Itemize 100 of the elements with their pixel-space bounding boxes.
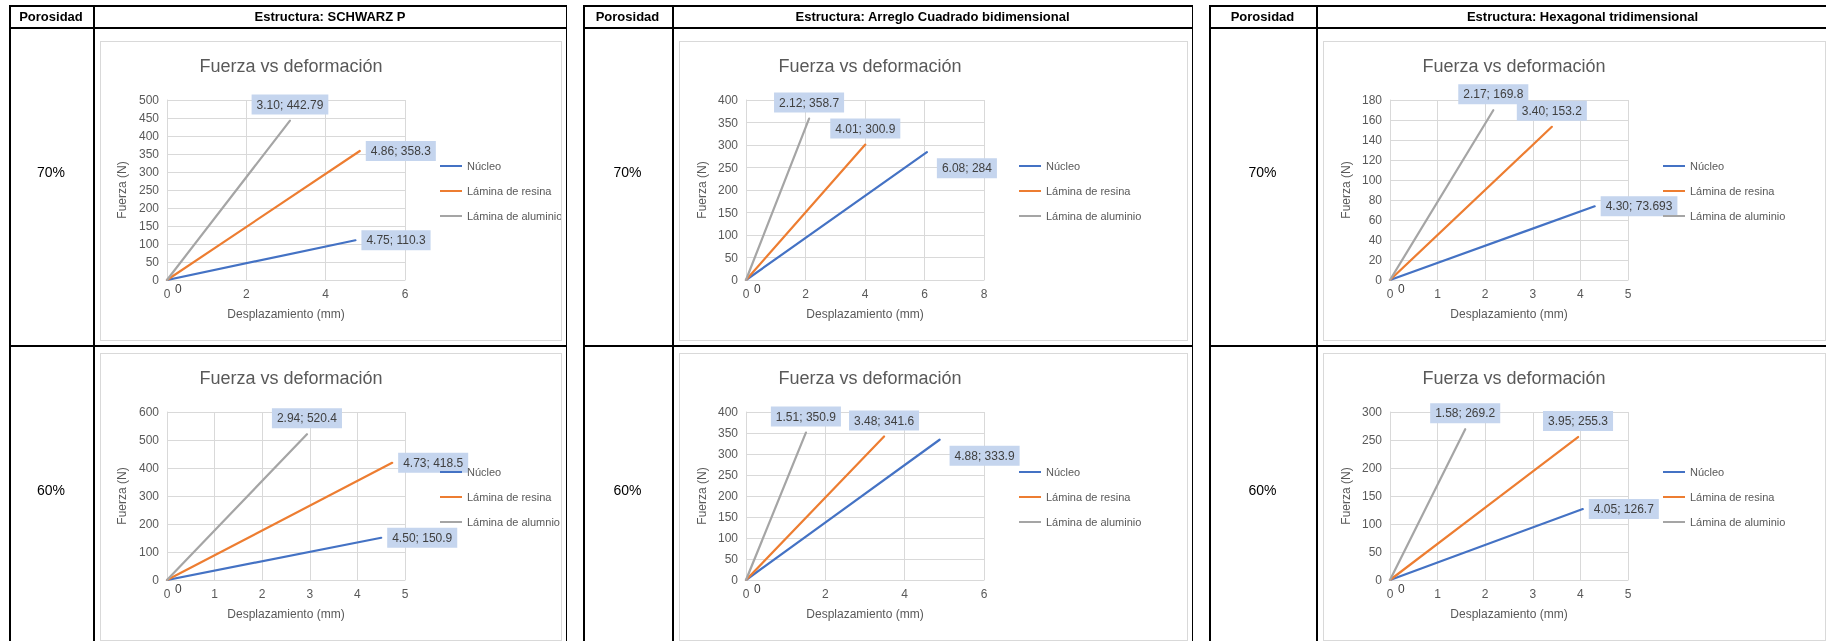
legend-label: Núcleo: [1046, 160, 1081, 172]
x-tick-label: 4: [1577, 587, 1585, 601]
y-tick-label: 400: [138, 461, 160, 475]
text: Porosidad: [1230, 8, 1295, 24]
y-tick-label: 100: [717, 531, 739, 545]
y-tick-label: 400: [138, 129, 160, 143]
y-tick-label: 200: [717, 183, 739, 197]
chart-title: Fuerza vs deformación: [1422, 56, 1606, 76]
y-tick-label: 150: [1361, 489, 1383, 503]
legend-label: Lámina de resina: [1690, 491, 1776, 503]
y-axis-title: Fuerza (N): [115, 467, 130, 525]
text: 60%: [1248, 482, 1277, 498]
legend-label: Núcleo: [1046, 466, 1081, 478]
x-tick-label: 0: [163, 587, 171, 601]
x-tick-label: 5: [401, 587, 409, 601]
legend-label: Lámina de resina: [467, 491, 553, 503]
y-tick-label: 300: [1361, 405, 1383, 419]
y-axis-title: Fuerza (N): [1339, 467, 1353, 525]
text: 60%: [613, 482, 642, 498]
y-tick-label: 400: [717, 93, 739, 107]
y-tick-label: 250: [717, 468, 739, 482]
chart-title: Fuerza vs deformación: [199, 56, 383, 76]
y-tick-label: 400: [717, 405, 739, 419]
y-tick-label: 100: [717, 228, 739, 242]
data-label: 3.10; 442.79: [256, 97, 324, 112]
y-tick-label: 0: [731, 573, 739, 587]
data-label: 4.50; 150.9: [392, 530, 453, 545]
y-tick-label: 0: [1375, 573, 1383, 587]
text: 70%: [1248, 164, 1277, 180]
data-label: 6.08; 284: [941, 161, 993, 176]
x-tick-label: 2: [1481, 287, 1489, 301]
text: Porosidad: [19, 8, 83, 24]
x-tick-label: 6: [980, 587, 988, 601]
text: 70%: [36, 164, 66, 180]
data-label: 2.94; 520.4: [276, 411, 338, 426]
data-label: 2.12; 358.7: [779, 95, 840, 110]
x-axis-title: Desplazamiento (mm): [806, 307, 924, 321]
chart-title: Fuerza vs deformación: [778, 56, 962, 76]
x-tick-label: 4: [322, 287, 330, 301]
y-tick-label: 350: [717, 115, 739, 130]
x-tick-label: 1: [211, 587, 219, 601]
text: Estructura: SCHWARZ P: [254, 8, 406, 24]
x-axis-title: Desplazamiento (mm): [1450, 307, 1568, 321]
y-tick-label: 350: [717, 426, 739, 440]
y-tick-label: 450: [138, 111, 160, 125]
y-tick-label: 60: [1368, 213, 1383, 227]
x-tick-label: 5: [1624, 287, 1632, 301]
x-tick-label: 4: [1577, 287, 1585, 301]
legend-label: Núcleo: [467, 160, 502, 172]
y-tick-label: 300: [138, 489, 160, 503]
legend-label: Lámina de aluminio: [1690, 516, 1786, 528]
legend-label: Núcleo: [1690, 160, 1725, 172]
y-axis-title: Fuerza (N): [695, 467, 709, 525]
y-tick-label: 160: [1361, 113, 1383, 127]
y-tick-label: 150: [717, 205, 739, 220]
y-tick-label: 500: [138, 433, 160, 447]
text: Estructura: Arreglo Cuadrado bidimensional: [795, 8, 1070, 24]
legend-label: Lámina de aluminio: [1046, 516, 1142, 528]
data-label: 4.88; 333.9: [954, 448, 1015, 463]
y-tick-label: 300: [717, 138, 739, 152]
y-axis-title: Fuerza (N): [695, 161, 709, 219]
y-tick-label: 100: [1361, 517, 1383, 531]
y-axis-title: Fuerza (N): [115, 161, 130, 219]
data-label: 4.75; 110.3: [366, 233, 426, 248]
y-tick-label: 50: [145, 255, 160, 269]
x-tick-label: 2: [821, 587, 829, 601]
y-tick-label: 100: [138, 237, 160, 251]
y-tick-label: 150: [717, 510, 739, 524]
y-tick-label: 150: [138, 219, 160, 233]
y-tick-label: 180: [1361, 93, 1383, 107]
x-tick-label: 6: [921, 287, 929, 301]
y-tick-label: 600: [138, 405, 160, 419]
text: Porosidad: [595, 8, 660, 24]
data-label: 4.86; 358.3: [370, 144, 432, 159]
data-label: 4.73; 418.5: [403, 455, 464, 470]
x-tick-label: 1: [1434, 587, 1442, 601]
y-tick-label: 0: [731, 273, 739, 287]
x-tick-label: 2: [1481, 587, 1489, 601]
y-tick-label: 0: [152, 573, 160, 587]
chart-title: Fuerza vs deformación: [778, 368, 962, 388]
legend-label: Lámina de alumnio: [467, 516, 560, 528]
y-tick-label: 100: [1361, 173, 1383, 187]
x-tick-label: 2: [258, 587, 266, 601]
x-tick-label: 5: [1624, 587, 1632, 601]
x-tick-label: 3: [1529, 287, 1537, 301]
y-tick-label: 250: [1361, 433, 1383, 447]
legend-label: Lámina de aluminio: [1046, 210, 1142, 222]
x-tick-label: 2: [802, 287, 810, 301]
x-tick-label: 4: [861, 287, 869, 301]
legend-label: Lámina de resina: [467, 185, 553, 197]
x-tick-label: 2: [242, 287, 250, 301]
x-tick-label: 3: [306, 587, 314, 601]
data-label: 3.48; 341.6: [854, 413, 915, 428]
x-tick-label: 1: [1434, 287, 1442, 301]
y-tick-label: 250: [138, 183, 160, 197]
legend-label: Núcleo: [467, 466, 502, 478]
legend-label: Núcleo: [1690, 466, 1725, 478]
y-tick-label: 50: [1368, 545, 1383, 559]
y-tick-label: 120: [1361, 153, 1383, 167]
text: Estructura: Hexagonal tridimensional: [1466, 8, 1699, 24]
